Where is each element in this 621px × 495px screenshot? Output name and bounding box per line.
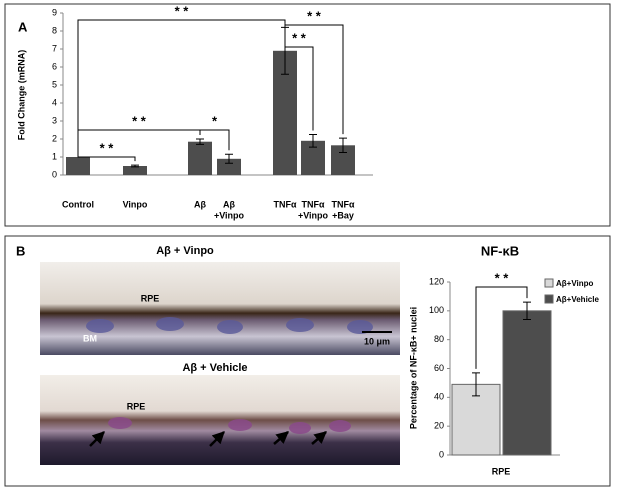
y-tick-label: 100 (429, 305, 444, 315)
y-tick-label: 0 (52, 169, 57, 179)
arrows (89, 431, 327, 447)
y-tick-label: 80 (434, 334, 444, 344)
nuclei (86, 317, 373, 334)
y-tick-label: 60 (434, 363, 444, 373)
panel-label: A (18, 19, 28, 34)
y-tick-label: 120 (429, 276, 444, 286)
panel-label: B (16, 243, 25, 258)
significance-bracket (475, 286, 528, 369)
x-tick-label: +Vinpo (298, 210, 329, 220)
x-tick-label: +Bay (332, 210, 354, 220)
error-bar (472, 372, 480, 397)
error-bar (309, 134, 317, 148)
bar (188, 141, 212, 175)
x-tick-label: Vinpo (123, 199, 148, 209)
bar (123, 166, 147, 175)
y-tick-label: 6 (52, 61, 57, 71)
y-tick-label: 9 (52, 7, 57, 17)
x-tick-label: TNFα (273, 199, 296, 209)
micrograph-title: Aβ + Vehicle (182, 362, 247, 374)
significance-label: * * (495, 270, 510, 285)
error-bar (225, 153, 233, 164)
significance-label: * * (175, 3, 190, 18)
y-tick-label: 2 (52, 133, 57, 143)
x-tick-label: Aβ (223, 199, 235, 209)
layer-label: BM (83, 333, 97, 343)
bar (217, 158, 241, 175)
significance-bracket (284, 23, 344, 135)
error-bar (523, 301, 531, 320)
panel-frame (4, 3, 611, 227)
x-tick-label: Control (62, 199, 94, 209)
micrograph (40, 375, 400, 465)
y-tick-label: 5 (52, 79, 57, 89)
error-bar (131, 164, 139, 168)
y-tick-label: 40 (434, 392, 444, 402)
legend-label: Aβ+Vinpo (556, 279, 594, 288)
chart-title: NF-κB (481, 243, 519, 258)
significance-bracket (77, 153, 136, 162)
layer-label: RPE (127, 401, 146, 411)
significance-label: * (212, 113, 218, 128)
bar (66, 157, 90, 175)
bar (502, 310, 552, 456)
legend-swatch (544, 278, 554, 288)
significance-bracket (77, 129, 201, 153)
y-tick-label: 1 (52, 151, 57, 161)
y-tick-label: 4 (52, 97, 57, 107)
y-axis-label: Fold Change (mRNA) (16, 50, 26, 141)
nuclei (108, 417, 351, 434)
error-bar (339, 137, 347, 153)
legend-label: Aβ+Vehicle (556, 295, 599, 304)
x-tick-label: TNFα (331, 199, 354, 209)
legend-swatch (544, 294, 554, 304)
micrograph (40, 262, 400, 355)
significance-label: * * (292, 30, 307, 45)
significance-label: * * (307, 8, 322, 23)
y-tick-label: 0 (439, 449, 444, 459)
scale-label: 10 μm (364, 336, 390, 346)
x-tick-label: TNFα (301, 199, 324, 209)
x-tick-label: +Vinpo (214, 210, 245, 220)
significance-bracket (199, 129, 230, 151)
significance-label: * * (132, 113, 147, 128)
significance-label: * * (100, 140, 115, 155)
layer-label: RPE (141, 293, 160, 303)
y-tick-label: 20 (434, 421, 444, 431)
error-bar (196, 138, 204, 145)
significance-bracket (77, 19, 286, 153)
y-tick-label: 8 (52, 25, 57, 35)
x-tick-label: Aβ (194, 199, 206, 209)
y-axis-label: Percentage of NF-κB+ nuclei (408, 307, 418, 429)
y-tick-label: 3 (52, 115, 57, 125)
y-tick-label: 7 (52, 43, 57, 53)
panel-frame (4, 235, 611, 487)
x-tick-label: RPE (492, 466, 511, 476)
micrograph-title: Aβ + Vinpo (156, 245, 214, 257)
significance-bracket (284, 23, 314, 131)
